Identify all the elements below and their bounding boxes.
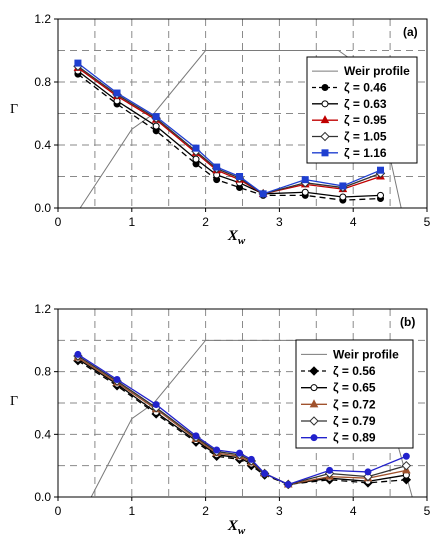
x-tick-label: 5 — [424, 504, 431, 518]
legend-swatch-marker — [321, 84, 329, 91]
legend-swatch-marker — [320, 131, 330, 142]
legend-label: ζ = 0.46 — [344, 81, 387, 95]
legend-label: ζ = 1.16 — [344, 146, 387, 160]
x-tick-label: 3 — [276, 215, 283, 229]
x-tick-label: 2 — [202, 504, 209, 518]
data-point — [259, 190, 267, 198]
data-point — [213, 163, 221, 171]
data-point — [74, 59, 82, 67]
x-axis-label: Xw — [227, 228, 246, 247]
x-tick-label: 4 — [350, 215, 357, 229]
legend-swatch-marker — [310, 434, 318, 442]
series-line — [77, 357, 407, 486]
x-tick-label: 0 — [55, 504, 62, 518]
data-point — [261, 470, 269, 477]
legend-swatch-marker — [309, 416, 319, 426]
legend-swatch-marker — [320, 115, 330, 124]
series-line — [77, 358, 407, 486]
legend-label: ζ = 0.63 — [344, 97, 387, 111]
x-tick-label: 2 — [202, 215, 209, 229]
chart-panel-2: 0 1 2 3 4 5 0.0 0.4 0.8 1.2 Xw Γ (b) Weir profile ζ = … — [10, 302, 431, 537]
legend-box — [306, 56, 418, 164]
data-point — [192, 144, 200, 152]
legend: Weir profile ζ = 0.56 ζ = 0.65 ζ = 0.72 ζ = … — [295, 339, 414, 449]
data-point — [339, 182, 347, 190]
x-axis-label-subscript: w — [238, 235, 246, 247]
x-axis-label-subscript: w — [238, 525, 246, 537]
legend-label: ζ = 0.95 — [344, 113, 387, 127]
y-tick-label: 0.0 — [34, 490, 51, 504]
data-point — [236, 173, 244, 180]
y-axis-label: Γ — [10, 102, 18, 117]
series-line — [77, 70, 381, 198]
series-line — [77, 360, 407, 486]
plot-frame — [57, 308, 428, 498]
data-point — [301, 188, 309, 196]
legend-label: ζ = 1.05 — [344, 130, 387, 144]
data-point — [377, 166, 385, 174]
legend-label: ζ = 0.56 — [333, 364, 376, 378]
data-point — [301, 176, 309, 184]
data-point — [284, 480, 292, 488]
data-point — [152, 122, 160, 130]
data-point — [326, 466, 334, 474]
y-tick-label: 1.2 — [34, 302, 51, 316]
data-point — [377, 191, 385, 199]
x-tick-label: 4 — [350, 504, 357, 518]
y-tick-label: 0.0 — [34, 201, 51, 215]
data-point — [402, 452, 410, 460]
x-axis-label: Xw — [227, 518, 246, 537]
series-line — [77, 67, 381, 195]
legend-swatch-marker — [309, 366, 319, 376]
x-tick-label: 5 — [424, 215, 431, 229]
x-tick-label: 0 — [55, 215, 62, 229]
legend-box — [295, 339, 414, 449]
series-line — [77, 62, 381, 195]
x-tick-label: 1 — [128, 504, 135, 518]
panel-label: (a) — [403, 25, 418, 39]
y-tick-label: 1.2 — [34, 12, 51, 26]
y-tick-label: 0.8 — [34, 365, 51, 379]
series-line — [77, 353, 407, 486]
data-point — [74, 350, 82, 358]
x-tick-label: 3 — [276, 504, 283, 518]
legend-label: ζ = 0.89 — [333, 431, 376, 445]
data-point — [113, 89, 121, 97]
y-tick-label: 0.8 — [34, 75, 51, 89]
y-tick-label: 0.4 — [34, 138, 51, 152]
panel-label: (b) — [400, 315, 415, 329]
legend-label: ζ = 0.79 — [333, 414, 376, 428]
data-point — [364, 468, 372, 476]
data-point — [401, 460, 412, 471]
data-point — [236, 449, 244, 457]
legend-swatch-marker — [310, 384, 318, 392]
legend-label: Weir profile — [333, 347, 399, 361]
series-line — [77, 73, 381, 201]
legend-swatch-marker — [309, 399, 319, 408]
series-5 — [74, 350, 410, 488]
y-tick-label: 0.4 — [34, 427, 51, 441]
data-point — [213, 446, 221, 454]
series-line — [77, 355, 407, 486]
x-tick-label: 1 — [128, 215, 135, 229]
data-point — [152, 113, 160, 121]
data-point — [192, 155, 200, 163]
data-point — [192, 432, 200, 440]
legend-swatch-marker — [321, 100, 329, 108]
legend-label: ζ = 0.72 — [333, 397, 376, 411]
legend-label: ζ = 0.65 — [333, 381, 376, 395]
series-5 — [74, 59, 385, 198]
data-point — [113, 376, 121, 383]
legend-swatch-marker — [321, 149, 329, 157]
series-line — [77, 65, 381, 195]
data-point — [247, 455, 255, 463]
chart-panel-1: 0 1 2 3 4 5 0.0 0.4 0.8 1.2 Xw Γ (a) Weir profile ζ = … — [10, 12, 431, 247]
data-point — [339, 193, 347, 201]
legend-label: Weir profile — [344, 64, 410, 78]
data-point — [152, 401, 160, 409]
legend: Weir profile ζ = 0.46 ζ = 0.63 ζ = 0.95 ζ = … — [306, 56, 418, 164]
y-axis-label: Γ — [10, 394, 18, 409]
plot-frame — [57, 18, 428, 209]
